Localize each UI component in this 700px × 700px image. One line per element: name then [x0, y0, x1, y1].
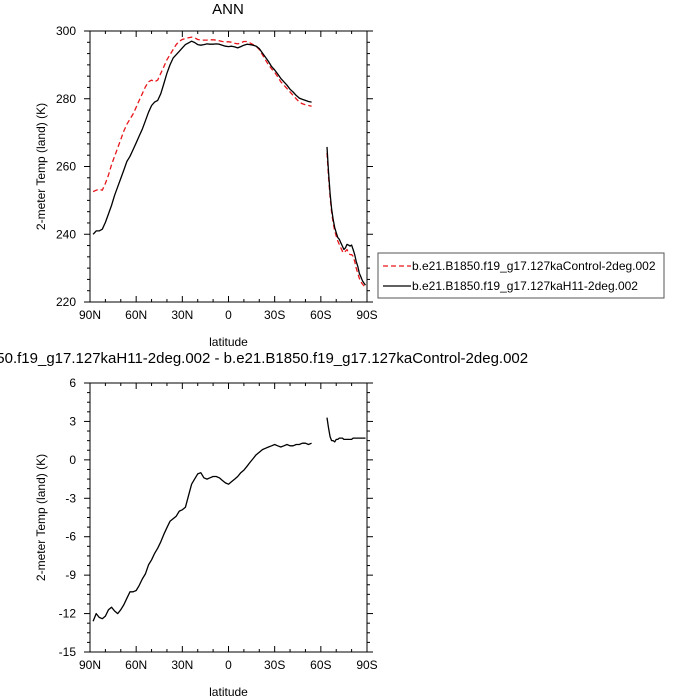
bottom-x-axis-label: latitude	[209, 685, 248, 699]
x-tick-label: 30N	[171, 658, 193, 672]
y-tick-label: 280	[56, 92, 76, 106]
series-line-0-segment-1	[326, 417, 366, 443]
bottom-y-axis-label: 2-meter Temp (land) (K)	[34, 454, 48, 581]
y-tick-label: 300	[56, 24, 76, 38]
bottom-plot-frame	[89, 382, 368, 653]
x-tick-label: 30S	[264, 658, 285, 672]
x-tick-label: 30S	[264, 308, 285, 322]
legend-label-h11: b.e21.B1850.f19_g17.127kaH11-2deg.002	[412, 279, 638, 293]
y-tick-label: 240	[56, 227, 76, 241]
bottom-chart-title: b.e21.B1850.f19_g17.127kaH11-2deg.002 - …	[0, 350, 528, 367]
top-chart-title: ANN	[212, 1, 244, 18]
x-tick-label: 90N	[79, 308, 101, 322]
y-tick-label: -15	[59, 645, 77, 659]
x-tick-label: 60S	[310, 658, 331, 672]
series-line-0-segment-1	[326, 152, 366, 288]
bottom-chart-ticks: 90N 60N 30N 0 30S 60S 90S -15 -12 -9 -6 -3 0 3 6	[59, 376, 378, 672]
series-line-0-segment-0	[92, 442, 312, 622]
top-y-axis-label: 2-meter Temp (land) (K)	[34, 103, 48, 230]
y-tick-label: -9	[65, 568, 76, 582]
legend-label-control: b.e21.B1850.f19_g17.127kaControl-2deg.00…	[412, 259, 656, 273]
top-chart-panel: ANN 90N 60N 30N 0 30S 60S 90S 220 240 260 280 300 l…	[34, 1, 665, 349]
y-tick-label: 0	[69, 453, 76, 467]
x-tick-label: 60N	[125, 308, 147, 322]
legend: b.e21.B1850.f19_g17.127kaControl-2deg.00…	[377, 252, 665, 299]
series-line-1-segment-0	[92, 40, 312, 235]
top-chart-series-layer	[92, 36, 367, 288]
bottom-chart-panel: b.e21.B1850.f19_g17.127kaH11-2deg.002 - …	[0, 350, 528, 699]
y-tick-label: 3	[69, 414, 76, 428]
y-tick-label: -12	[59, 607, 77, 621]
top-x-axis-label: latitude	[209, 335, 248, 349]
y-tick-label: 6	[69, 376, 76, 390]
x-tick-label: 90S	[356, 658, 377, 672]
y-tick-label: -6	[65, 530, 76, 544]
y-tick-label: 260	[56, 160, 76, 174]
top-chart-ticks: 90N 60N 30N 0 30S 60S 90S 220 240 260 280 300	[56, 24, 378, 322]
top-plot-frame	[89, 30, 368, 303]
y-tick-label: -3	[65, 491, 76, 505]
series-line-0-segment-0	[92, 36, 312, 193]
x-tick-label: 30N	[171, 308, 193, 322]
x-tick-label: 60N	[125, 658, 147, 672]
series-line-1-segment-1	[326, 146, 367, 286]
bottom-chart-series-layer	[92, 417, 366, 622]
y-tick-label: 220	[56, 295, 76, 309]
x-tick-label: 90N	[79, 658, 101, 672]
x-tick-label: 60S	[310, 308, 331, 322]
legend-box	[377, 252, 665, 299]
x-tick-label: 0	[225, 658, 232, 672]
x-tick-label: 90S	[356, 308, 377, 322]
x-tick-label: 0	[225, 308, 232, 322]
